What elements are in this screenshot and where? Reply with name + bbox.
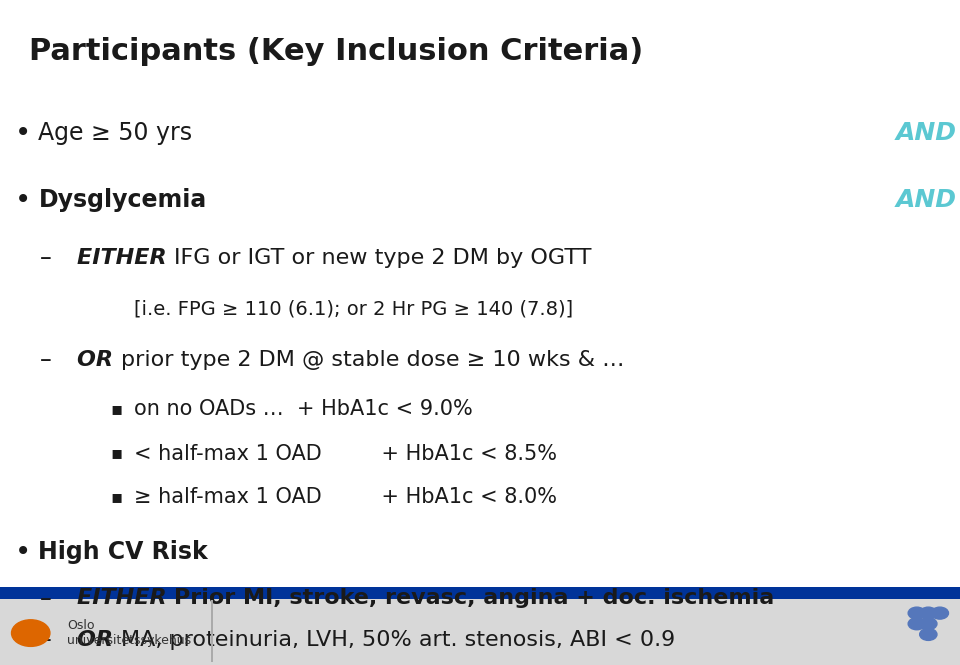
Text: AND: AND <box>896 121 957 145</box>
Text: ▪: ▪ <box>110 400 123 418</box>
Text: EITHER: EITHER <box>77 248 174 268</box>
Text: ▪: ▪ <box>110 444 123 463</box>
Text: Dysglycemia: Dysglycemia <box>38 188 206 211</box>
Text: –: – <box>40 628 52 652</box>
Text: prior type 2 DM @ stable dose ≥ 10 wks & …: prior type 2 DM @ stable dose ≥ 10 wks &… <box>121 350 624 370</box>
Text: ▪: ▪ <box>110 488 123 507</box>
Text: OR: OR <box>77 630 121 650</box>
Circle shape <box>12 620 50 646</box>
Text: •: • <box>14 119 31 147</box>
Bar <box>0 587 960 599</box>
Bar <box>0 597 960 665</box>
Text: –: – <box>40 348 52 372</box>
Text: Participants (Key Inclusion Criteria): Participants (Key Inclusion Criteria) <box>29 37 643 66</box>
Circle shape <box>920 618 937 630</box>
Text: AND: AND <box>896 188 957 211</box>
Circle shape <box>920 628 937 640</box>
Text: •: • <box>14 186 31 213</box>
Text: Prior MI, stroke, revasc, angina + doc. ischemia: Prior MI, stroke, revasc, angina + doc. … <box>174 589 775 608</box>
Text: Oslo
universitetssykehus: Oslo universitetssykehus <box>67 619 191 647</box>
Circle shape <box>908 607 925 619</box>
Text: OR: OR <box>77 350 121 370</box>
Text: [i.e. FPG ≥ 110 (6.1); or 2 Hr PG ≥ 140 (7.8)]: [i.e. FPG ≥ 110 (6.1); or 2 Hr PG ≥ 140 … <box>134 300 573 319</box>
Text: –: – <box>40 246 52 270</box>
Text: < half-max 1 OAD         + HbA1c < 8.5%: < half-max 1 OAD + HbA1c < 8.5% <box>134 444 558 464</box>
Text: –: – <box>40 587 52 610</box>
Text: IFG or IGT or new type 2 DM by OGTT: IFG or IGT or new type 2 DM by OGTT <box>174 248 591 268</box>
Text: Age ≥ 50 yrs: Age ≥ 50 yrs <box>38 121 193 145</box>
Circle shape <box>920 607 937 619</box>
Bar <box>211 600 213 662</box>
Text: MA, proteinuria, LVH, 50% art. stenosis, ABI < 0.9: MA, proteinuria, LVH, 50% art. stenosis,… <box>121 630 675 650</box>
Text: High CV Risk: High CV Risk <box>38 540 208 564</box>
Circle shape <box>908 618 925 630</box>
Text: EITHER: EITHER <box>77 589 174 608</box>
Text: ≥ half-max 1 OAD         + HbA1c < 8.0%: ≥ half-max 1 OAD + HbA1c < 8.0% <box>134 487 558 507</box>
Text: on no OADs …  + HbA1c < 9.0%: on no OADs … + HbA1c < 9.0% <box>134 399 473 419</box>
Text: •: • <box>14 538 31 566</box>
Circle shape <box>931 607 948 619</box>
